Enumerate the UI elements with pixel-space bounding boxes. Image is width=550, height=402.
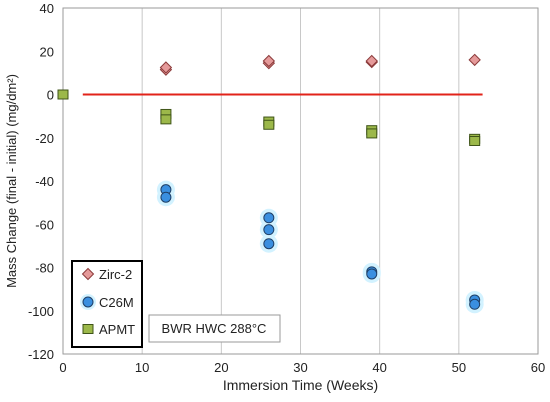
data-point	[469, 135, 481, 146]
data-point	[468, 53, 481, 67]
series-c26m	[156, 180, 484, 314]
data-point	[366, 268, 378, 280]
data-point	[263, 119, 275, 130]
tick-labels: 0 10 20 30 40 50 60 -120 -100 -80 -60 -40 -20 0 20 40	[28, 1, 545, 375]
data-point	[160, 191, 172, 203]
x-tick-label: 20	[214, 360, 228, 375]
legend-label: C26M	[99, 295, 134, 310]
data-point	[263, 224, 275, 236]
y-tick-label: -80	[35, 261, 54, 276]
data-point	[263, 238, 275, 250]
y-tick-label: 0	[47, 88, 54, 103]
data-point	[262, 54, 276, 68]
legend-label: APMT	[99, 322, 135, 337]
legend-label: Zirc-2	[99, 267, 132, 282]
legend-marker	[82, 324, 94, 334]
y-tick-label: -20	[35, 131, 54, 146]
x-tick-label: 40	[372, 360, 386, 375]
x-tick-label: 10	[135, 360, 149, 375]
x-tick-label: 60	[531, 360, 545, 375]
x-axis-label: Immersion Time (Weeks)	[223, 377, 378, 393]
y-tick-label: -120	[28, 347, 54, 362]
legend: Zirc-2 C26M APMT	[71, 260, 143, 348]
data-point	[57, 89, 69, 100]
series-apmt	[57, 89, 481, 146]
data-point	[263, 212, 275, 224]
y-tick-label: -100	[28, 304, 54, 319]
plot-area-frame	[62, 7, 539, 355]
data-point	[160, 114, 172, 125]
data-points	[57, 53, 484, 314]
x-tick-label: 0	[59, 360, 66, 375]
series-zirc-2	[159, 53, 481, 76]
data-point	[469, 298, 481, 310]
y-tick-label: -60	[35, 217, 54, 232]
y-tick-label: 20	[40, 44, 54, 59]
data-point	[365, 54, 378, 68]
x-tick-label: 50	[452, 360, 466, 375]
data-point	[366, 128, 378, 139]
annotation-text: BWR HWC 288°C	[162, 321, 267, 336]
legend-marker	[81, 267, 95, 281]
annotation-box: BWR HWC 288°C	[148, 314, 281, 343]
x-tick-label: 30	[293, 360, 307, 375]
y-axis-label: Mass Change (final - initial) (mg/dm²)	[4, 74, 19, 288]
y-tick-label: 40	[40, 1, 54, 16]
legend-marker	[82, 296, 94, 308]
data-point	[159, 61, 173, 74]
y-tick-label: -40	[35, 174, 54, 189]
